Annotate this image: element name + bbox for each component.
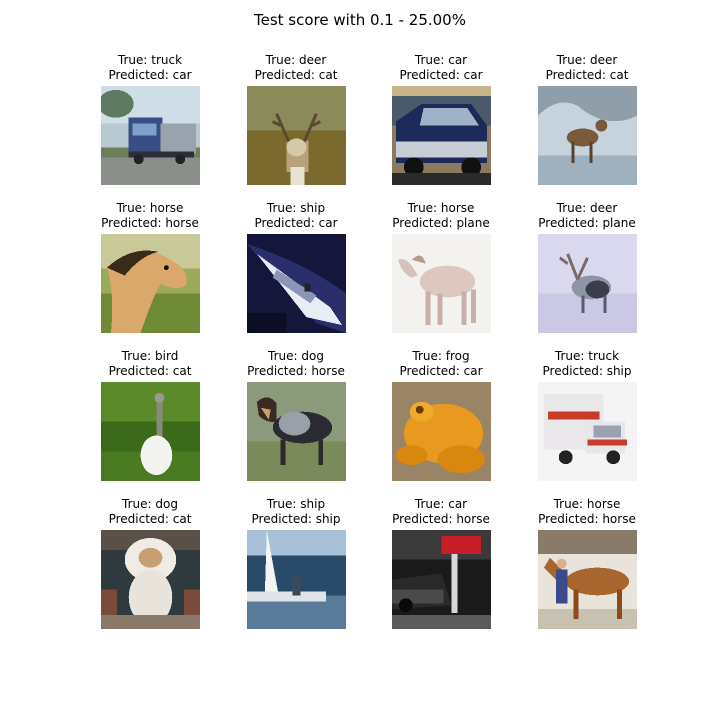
sample-image	[101, 234, 200, 333]
sample-caption: True: car Predicted: horse	[368, 497, 514, 527]
predicted-label: Predicted: horse	[538, 512, 636, 526]
true-label: True: truck	[554, 349, 620, 363]
true-label: True: car	[414, 497, 468, 511]
true-label: True: dog	[268, 349, 324, 363]
true-label: True: horse	[407, 201, 475, 215]
true-label: True: bird	[121, 349, 179, 363]
true-label: True: horse	[116, 201, 184, 215]
sample-image	[538, 234, 637, 333]
sample-caption: True: truck Predicted: car	[77, 53, 223, 83]
true-label: True: deer	[556, 201, 618, 215]
true-label: True: frog	[412, 349, 470, 363]
sample-image	[101, 530, 200, 629]
true-label: True: truck	[117, 53, 183, 67]
sample-image	[392, 234, 491, 333]
sample-image	[392, 530, 491, 629]
predicted-label: Predicted: car	[108, 68, 192, 82]
sample-image	[538, 530, 637, 629]
true-label: True: ship	[266, 201, 326, 215]
sample-image	[247, 234, 346, 333]
predicted-label: Predicted: cat	[108, 512, 192, 526]
sample-image	[247, 382, 346, 481]
predicted-label: Predicted: ship	[542, 364, 632, 378]
sample-caption: True: dog Predicted: horse	[223, 349, 369, 379]
sample-image	[538, 382, 637, 481]
predicted-label: Predicted: car	[399, 68, 483, 82]
predicted-label: Predicted: horse	[101, 216, 199, 230]
predicted-label: Predicted: horse	[247, 364, 345, 378]
true-label: True: ship	[266, 497, 326, 511]
sample-caption: True: deer Predicted: plane	[514, 201, 660, 231]
sample-caption: True: horse Predicted: horse	[514, 497, 660, 527]
sample-caption: True: ship Predicted: ship	[223, 497, 369, 527]
sample-caption: True: horse Predicted: horse	[77, 201, 223, 231]
predicted-label: Predicted: car	[254, 216, 338, 230]
sample-caption: True: deer Predicted: cat	[514, 53, 660, 83]
sample-caption: True: truck Predicted: ship	[514, 349, 660, 379]
predicted-label: Predicted: horse	[392, 512, 490, 526]
predicted-label: Predicted: plane	[538, 216, 636, 230]
predicted-label: Predicted: cat	[545, 68, 629, 82]
predicted-label: Predicted: cat	[254, 68, 338, 82]
sample-image	[247, 530, 346, 629]
sample-caption: True: deer Predicted: cat	[223, 53, 369, 83]
sample-caption: True: dog Predicted: cat	[77, 497, 223, 527]
sample-image	[101, 86, 200, 185]
sample-caption: True: horse Predicted: plane	[368, 201, 514, 231]
predicted-label: Predicted: car	[399, 364, 483, 378]
true-label: True: dog	[122, 497, 178, 511]
sample-image	[538, 86, 637, 185]
figure-title: Test score with 0.1 - 25.00%	[254, 11, 466, 29]
sample-image	[247, 86, 346, 185]
sample-image	[101, 382, 200, 481]
predicted-label: Predicted: cat	[108, 364, 192, 378]
true-label: True: deer	[265, 53, 327, 67]
sample-caption: True: frog Predicted: car	[368, 349, 514, 379]
true-label: True: deer	[556, 53, 618, 67]
sample-image	[392, 382, 491, 481]
true-label: True: horse	[553, 497, 621, 511]
predicted-label: Predicted: ship	[251, 512, 341, 526]
sample-caption: True: car Predicted: car	[368, 53, 514, 83]
sample-caption: True: ship Predicted: car	[223, 201, 369, 231]
sample-caption: True: bird Predicted: cat	[77, 349, 223, 379]
true-label: True: car	[414, 53, 468, 67]
predicted-label: Predicted: plane	[392, 216, 490, 230]
sample-image	[392, 86, 491, 185]
